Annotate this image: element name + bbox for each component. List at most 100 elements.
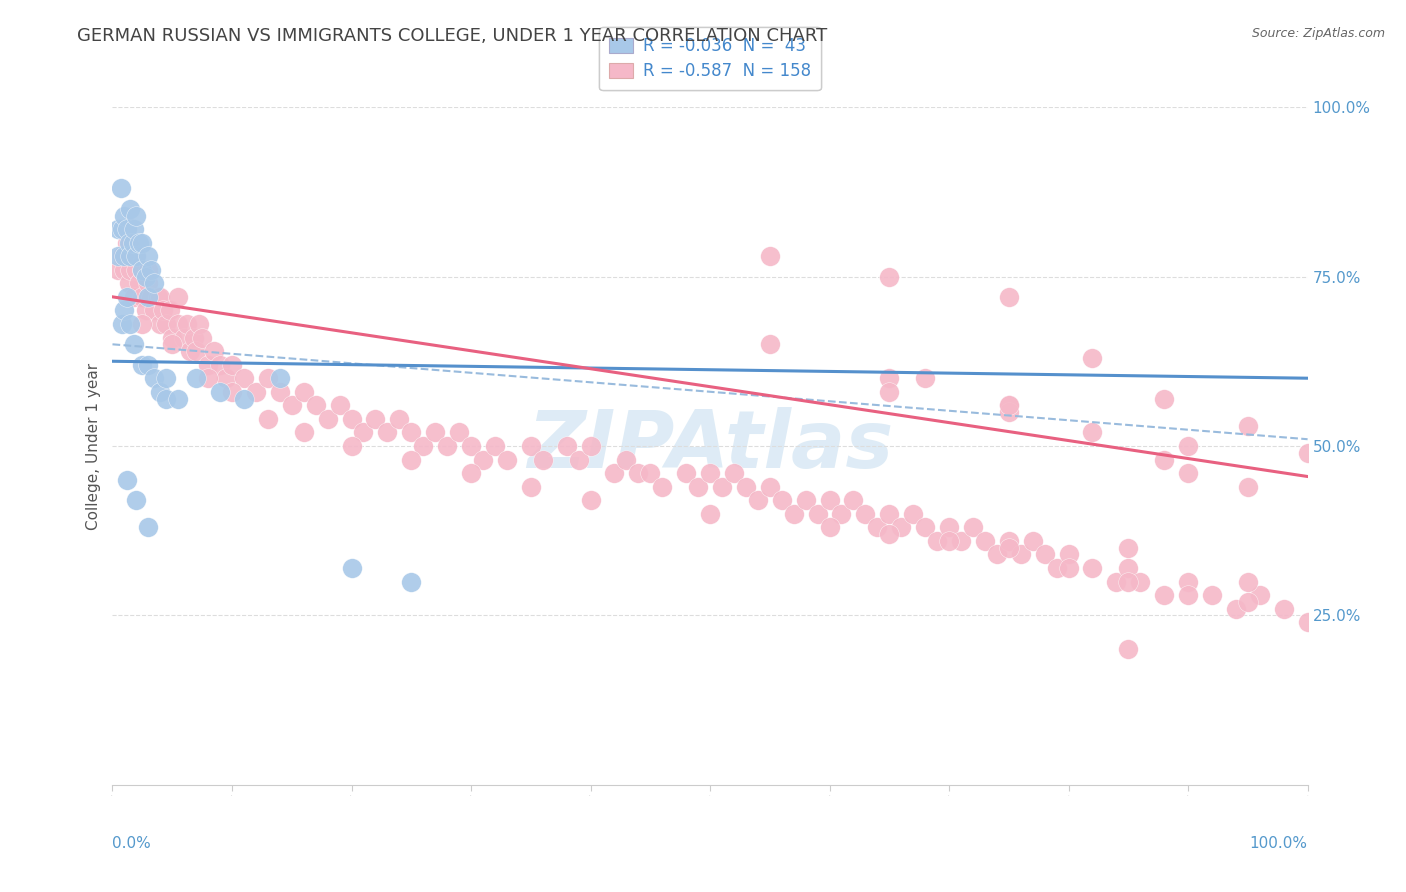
Point — [460, 439, 482, 453]
Point — [879, 507, 901, 521]
Point — [131, 235, 153, 250]
Point — [120, 235, 142, 250]
Point — [131, 290, 153, 304]
Point — [167, 317, 190, 331]
Point — [1033, 548, 1056, 562]
Point — [139, 290, 162, 304]
Point — [759, 480, 782, 494]
Point — [107, 249, 129, 263]
Point — [125, 493, 148, 508]
Point — [245, 384, 267, 399]
Point — [215, 371, 238, 385]
Point — [699, 507, 721, 521]
Point — [233, 371, 256, 385]
Point — [377, 425, 399, 440]
Point — [1296, 446, 1319, 460]
Y-axis label: College, Under 1 year: College, Under 1 year — [86, 362, 101, 530]
Point — [831, 507, 853, 521]
Point — [125, 249, 148, 263]
Point — [114, 209, 135, 223]
Point — [770, 493, 793, 508]
Point — [107, 262, 129, 277]
Point — [675, 466, 697, 480]
Point — [401, 452, 423, 467]
Point — [1225, 601, 1247, 615]
Point — [125, 209, 148, 223]
Point — [1081, 561, 1104, 575]
Point — [1153, 392, 1175, 406]
Point — [603, 466, 626, 480]
Point — [425, 425, 447, 440]
Point — [179, 344, 201, 359]
Point — [1177, 574, 1199, 589]
Point — [568, 452, 591, 467]
Point — [842, 493, 865, 508]
Point — [197, 358, 219, 372]
Point — [120, 262, 142, 277]
Point — [162, 337, 183, 351]
Point — [221, 358, 243, 372]
Point — [1118, 541, 1140, 555]
Point — [352, 425, 374, 440]
Point — [122, 222, 145, 236]
Point — [818, 493, 841, 508]
Point — [135, 269, 157, 284]
Point — [807, 507, 830, 521]
Point — [938, 520, 960, 534]
Point — [1296, 615, 1319, 630]
Point — [340, 439, 363, 453]
Point — [1237, 574, 1260, 589]
Point — [998, 290, 1021, 304]
Point — [131, 317, 153, 331]
Point — [162, 330, 183, 344]
Point — [950, 533, 973, 548]
Point — [447, 425, 470, 440]
Point — [1057, 561, 1080, 575]
Point — [818, 520, 841, 534]
Point — [1237, 418, 1260, 433]
Point — [159, 303, 181, 318]
Point — [186, 344, 208, 359]
Point — [759, 337, 782, 351]
Point — [472, 452, 495, 467]
Point — [329, 398, 352, 412]
Point — [1177, 466, 1199, 480]
Point — [531, 452, 554, 467]
Point — [640, 466, 662, 480]
Point — [120, 202, 142, 216]
Point — [167, 392, 190, 406]
Point — [149, 384, 172, 399]
Point — [125, 249, 148, 263]
Point — [1118, 642, 1140, 657]
Point — [1201, 588, 1223, 602]
Point — [759, 249, 782, 263]
Point — [794, 493, 817, 508]
Point — [998, 533, 1021, 548]
Point — [711, 480, 734, 494]
Point — [1118, 574, 1140, 589]
Point — [616, 452, 638, 467]
Point — [115, 222, 138, 236]
Point — [879, 269, 901, 284]
Text: 100.0%: 100.0% — [1250, 836, 1308, 851]
Point — [340, 561, 363, 575]
Point — [138, 520, 160, 534]
Text: 0.0%: 0.0% — [112, 836, 152, 851]
Point — [555, 439, 578, 453]
Point — [167, 290, 190, 304]
Point — [520, 480, 543, 494]
Point — [120, 249, 142, 263]
Point — [962, 520, 984, 534]
Point — [1153, 588, 1175, 602]
Point — [855, 507, 877, 521]
Point — [128, 235, 150, 250]
Point — [1272, 601, 1295, 615]
Point — [974, 533, 997, 548]
Point — [1249, 588, 1271, 602]
Point — [890, 520, 912, 534]
Point — [496, 452, 519, 467]
Point — [866, 520, 889, 534]
Point — [998, 405, 1021, 419]
Point — [233, 392, 256, 406]
Point — [579, 493, 602, 508]
